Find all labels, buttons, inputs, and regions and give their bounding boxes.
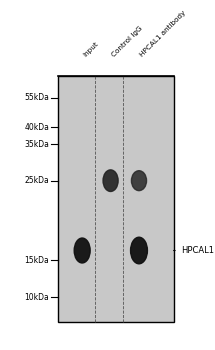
Text: 55kDa: 55kDa: [25, 93, 49, 102]
FancyBboxPatch shape: [58, 76, 174, 322]
Text: 10kDa: 10kDa: [25, 293, 49, 302]
Text: 25kDa: 25kDa: [25, 176, 49, 185]
Text: HPCAL1: HPCAL1: [174, 246, 214, 255]
Ellipse shape: [74, 238, 90, 263]
Text: 15kDa: 15kDa: [25, 256, 49, 265]
Text: 40kDa: 40kDa: [25, 123, 49, 132]
Ellipse shape: [131, 237, 147, 264]
Text: Control IgG: Control IgG: [111, 25, 144, 58]
Text: 35kDa: 35kDa: [25, 140, 49, 149]
Text: Input: Input: [82, 40, 100, 58]
Ellipse shape: [131, 171, 147, 191]
Text: HPCAL1 antibody: HPCAL1 antibody: [139, 9, 187, 58]
Ellipse shape: [103, 170, 118, 191]
